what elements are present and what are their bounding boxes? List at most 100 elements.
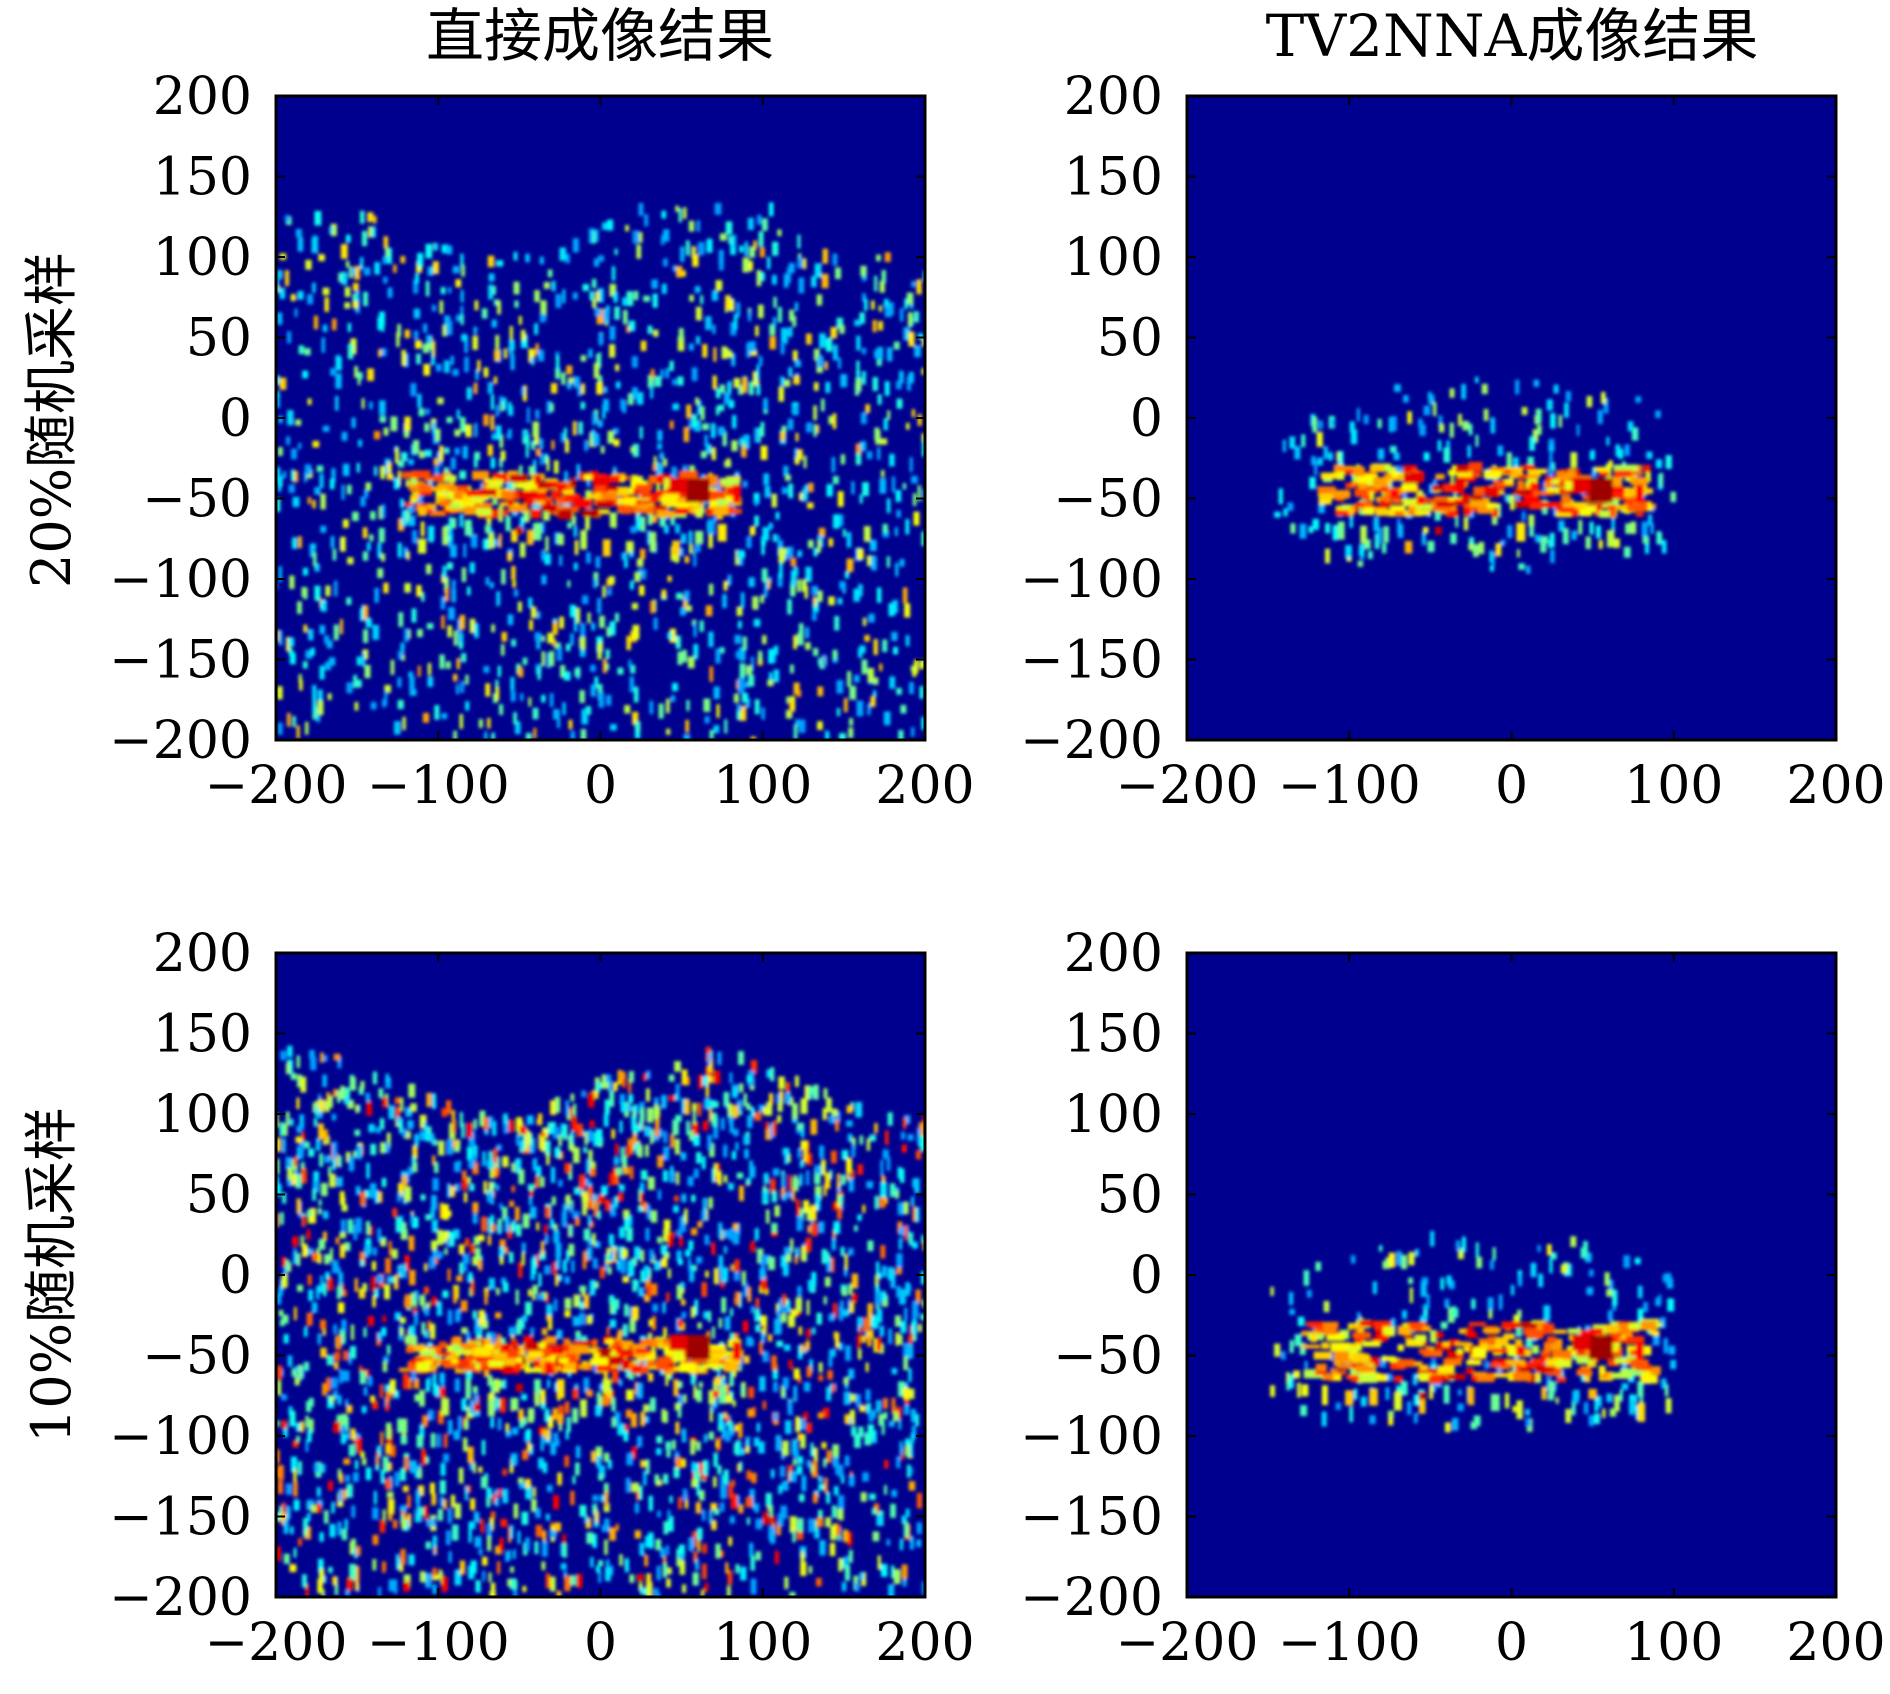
noise-cell bbox=[498, 506, 504, 523]
noise-cell bbox=[813, 382, 819, 391]
noise-cell bbox=[577, 386, 582, 397]
noise-cell bbox=[856, 700, 864, 717]
noise-cell bbox=[489, 1591, 496, 1597]
noise-cell bbox=[880, 470, 885, 478]
noise-cell bbox=[1318, 503, 1325, 514]
x-tick-label: 200 bbox=[875, 756, 974, 816]
noise-cell bbox=[445, 320, 453, 335]
noise-cell bbox=[1642, 536, 1650, 544]
noise-cell bbox=[797, 1433, 804, 1441]
noise-cell bbox=[391, 1249, 398, 1259]
noise-cell bbox=[1406, 1401, 1412, 1415]
noise-cell bbox=[456, 618, 462, 633]
noise-cell bbox=[419, 1571, 426, 1583]
noise-cell bbox=[393, 1390, 400, 1399]
target-cell bbox=[438, 1351, 451, 1356]
noise-cell bbox=[739, 1461, 743, 1471]
noise-cell bbox=[333, 1053, 341, 1061]
noise-cell bbox=[598, 1560, 604, 1567]
noise-cell bbox=[339, 1191, 345, 1205]
noise-cell bbox=[465, 1368, 473, 1379]
noise-cell bbox=[901, 1515, 907, 1524]
noise-cell bbox=[490, 1332, 496, 1348]
target-cell bbox=[1391, 471, 1399, 478]
noise-cell bbox=[1388, 1412, 1394, 1426]
target-cell bbox=[1365, 485, 1375, 492]
noise-cell bbox=[436, 1301, 443, 1316]
noise-cell bbox=[888, 1328, 892, 1345]
noise-cell bbox=[913, 511, 920, 526]
noise-cell bbox=[432, 1155, 436, 1166]
noise-cell bbox=[613, 1156, 620, 1165]
noise-cell bbox=[599, 615, 605, 628]
noise-cell bbox=[739, 557, 744, 566]
target-cell bbox=[607, 1356, 621, 1366]
noise-cell bbox=[488, 273, 495, 282]
noise-cell bbox=[397, 1266, 402, 1274]
noise-cell bbox=[343, 1458, 351, 1465]
noise-cell bbox=[1423, 452, 1430, 461]
noise-cell bbox=[771, 1191, 778, 1203]
target-cell bbox=[707, 1348, 726, 1356]
noise-cell bbox=[491, 732, 495, 740]
target-cell bbox=[1401, 483, 1417, 492]
noise-cell bbox=[642, 1470, 647, 1486]
target-cell bbox=[428, 1345, 442, 1355]
noise-cell bbox=[724, 719, 728, 734]
noise-cell bbox=[697, 241, 705, 256]
noise-cell bbox=[760, 1254, 766, 1270]
noise-cell bbox=[412, 530, 418, 544]
noise-cell bbox=[722, 1144, 728, 1158]
noise-cell bbox=[666, 728, 671, 735]
noise-cell bbox=[689, 294, 694, 302]
noise-cell bbox=[474, 300, 479, 311]
noise-cell bbox=[1655, 410, 1661, 419]
noise-cell bbox=[742, 681, 749, 688]
noise-cell bbox=[399, 1317, 406, 1324]
noise-cell bbox=[912, 670, 917, 677]
noise-cell bbox=[559, 247, 567, 261]
noise-cell bbox=[881, 1294, 889, 1307]
noise-cell bbox=[322, 1575, 327, 1584]
noise-cell bbox=[447, 625, 453, 638]
noise-cell bbox=[550, 383, 558, 394]
noise-cell bbox=[397, 677, 402, 688]
heatmap-background bbox=[1187, 953, 1836, 1597]
target-cell bbox=[1486, 503, 1500, 509]
noise-cell bbox=[656, 1435, 663, 1444]
noise-cell bbox=[289, 1564, 297, 1573]
noise-cell bbox=[620, 1146, 625, 1163]
noise-cell bbox=[339, 1473, 344, 1483]
noise-cell bbox=[839, 1200, 844, 1211]
noise-cell bbox=[1618, 448, 1624, 459]
noise-cell bbox=[613, 1196, 619, 1208]
noise-cell bbox=[357, 375, 361, 386]
target-cell bbox=[1472, 544, 1479, 557]
noise-cell bbox=[625, 225, 629, 232]
noise-cell bbox=[454, 1503, 462, 1519]
noise-cell bbox=[362, 649, 369, 660]
noise-cell bbox=[478, 1310, 485, 1326]
target-cell bbox=[525, 1356, 537, 1363]
noise-cell bbox=[737, 1051, 745, 1065]
target-cell bbox=[617, 499, 626, 504]
noise-cell bbox=[287, 1355, 293, 1367]
noise-cell bbox=[485, 577, 490, 586]
noise-cell bbox=[891, 1368, 898, 1375]
noise-cell bbox=[798, 1326, 803, 1336]
noise-cell bbox=[782, 547, 790, 554]
x-tick-label: 200 bbox=[1786, 756, 1885, 816]
noise-cell bbox=[846, 532, 852, 548]
heatmap-panel-4: −200 −100 0 100 200200150100500−50−100−150−2… bbox=[1020, 924, 1885, 1673]
noise-cell bbox=[322, 425, 330, 432]
noise-cell bbox=[411, 1371, 417, 1381]
noise-cell bbox=[833, 1221, 841, 1234]
noise-cell bbox=[745, 1496, 753, 1508]
noise-cell bbox=[782, 1377, 789, 1389]
noise-cell bbox=[844, 1254, 848, 1270]
noise-cell bbox=[528, 348, 535, 363]
noise-cell bbox=[537, 667, 541, 680]
noise-cell bbox=[831, 1237, 836, 1251]
noise-cell bbox=[591, 1233, 596, 1246]
noise-cell bbox=[279, 1122, 286, 1137]
